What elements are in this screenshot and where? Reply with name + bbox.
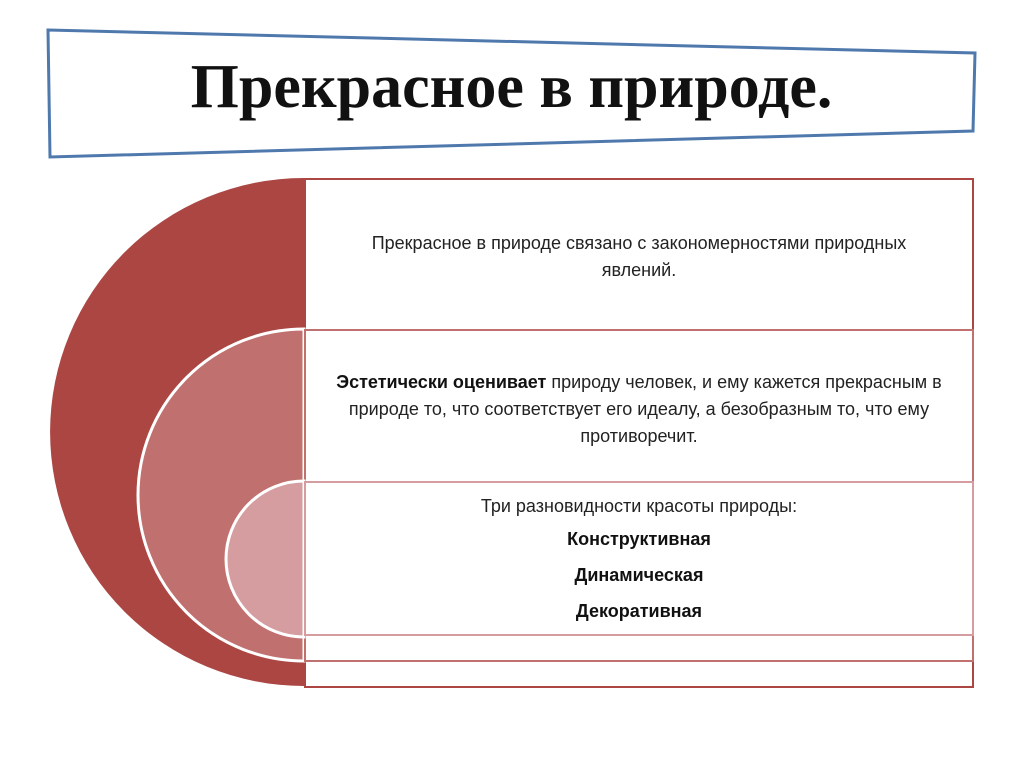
block-1-text: Прекрасное в природе связано с закономер… — [371, 233, 907, 280]
block-3-heading: Три разновидности красоты природы: — [480, 496, 798, 516]
inner-box — [304, 481, 974, 636]
block-2-text: Эстетически оценивает природу человек, и… — [306, 369, 972, 450]
list-item: Декоративная — [575, 601, 703, 621]
title-frame — [46, 28, 977, 159]
list-item: Динамическая — [574, 565, 704, 585]
block-3: Три разновидности красоты природы: Конст… — [306, 491, 972, 629]
block-2-bold: Эстетически оценивает — [336, 372, 547, 392]
block-2-rest: природу человек, и ему кажется прекрасны… — [348, 372, 942, 446]
list-item: Конструктивная — [567, 529, 711, 549]
slide-title: Прекрасное в природе. — [190, 53, 833, 121]
inner-semicircle — [224, 479, 306, 639]
